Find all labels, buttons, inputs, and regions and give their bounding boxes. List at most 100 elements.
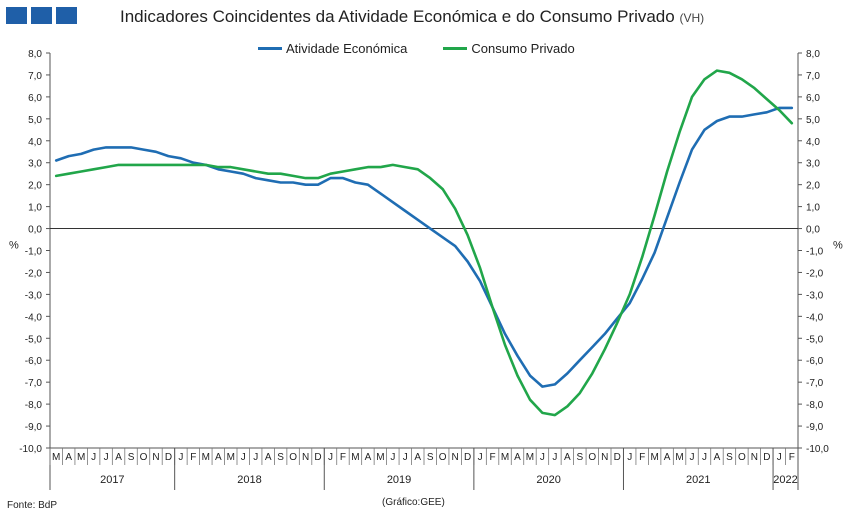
month-tick-label: A [265, 452, 272, 463]
month-tick-label: F [190, 452, 196, 463]
y-tick-label-right: 2,0 [806, 181, 820, 192]
month-tick-label: N [302, 452, 309, 463]
y-tick-label-left: -4,0 [25, 312, 43, 323]
chart-title: Indicadores Coincidentes da Atividade Ec… [120, 7, 704, 27]
month-tick-label: A [215, 452, 222, 463]
month-tick-label: O [289, 452, 297, 463]
year-tick-label: 2019 [387, 474, 411, 486]
y-tick-label-left: 7,0 [28, 71, 42, 82]
y-tick-label-left: 6,0 [28, 93, 42, 104]
month-tick-label: S [576, 452, 583, 463]
y-tick-label-right: -8,0 [806, 400, 824, 411]
month-tick-label: A [514, 452, 521, 463]
y-tick-label-right: -9,0 [806, 422, 824, 433]
y-tick-label-right: -5,0 [806, 334, 824, 345]
month-tick-label: S [427, 452, 434, 463]
month-tick-label: M [227, 452, 235, 463]
month-tick-label: O [738, 452, 746, 463]
y-tick-label-left: 2,0 [28, 181, 42, 192]
chart-title-unit: (VH) [679, 11, 705, 25]
month-tick-label: D [314, 452, 321, 463]
month-tick-label: N [751, 452, 758, 463]
y-tick-label-right: 6,0 [806, 93, 820, 104]
series-line-consumption [54, 69, 794, 417]
month-tick-label: A [714, 452, 721, 463]
y-tick-label-right: 1,0 [806, 203, 820, 214]
legend-label-consumption: Consumo Privado [471, 41, 575, 56]
month-tick-label: N [452, 452, 459, 463]
brand-logo [6, 7, 77, 24]
y-tick-label-left: -6,0 [25, 356, 43, 367]
month-tick-label: D [763, 452, 770, 463]
month-tick-label: A [115, 452, 122, 463]
legend-label-activity: Atividade Económica [286, 41, 408, 56]
y-tick-label-left: 4,0 [28, 137, 42, 148]
month-tick-label: M [675, 452, 683, 463]
month-tick-label: A [664, 452, 671, 463]
logo-block [56, 7, 77, 24]
y-tick-label-left: -1,0 [25, 247, 43, 258]
logo-block [6, 7, 27, 24]
month-tick-label: F [639, 452, 645, 463]
month-tick-label: D [614, 452, 621, 463]
month-tick-label: J [241, 452, 246, 463]
y-tick-label-left: -9,0 [25, 422, 43, 433]
y-tick-label-right: -7,0 [806, 378, 824, 389]
y-tick-label-left: -10,0 [19, 444, 42, 455]
y-tick-label-right: -1,0 [806, 247, 824, 258]
month-tick-label: J [627, 452, 632, 463]
month-tick-label: S [128, 452, 135, 463]
month-tick-label: D [464, 452, 471, 463]
y-tick-label-left: 0,0 [28, 225, 42, 236]
month-tick-label: S [726, 452, 733, 463]
year-tick-label: 2022 [773, 474, 797, 486]
y-tick-label-right: 7,0 [806, 71, 820, 82]
month-tick-label: O [439, 452, 447, 463]
month-tick-label: A [414, 452, 421, 463]
year-tick-label: 2018 [237, 474, 261, 486]
month-tick-label: J [390, 452, 395, 463]
month-tick-label: J [178, 452, 183, 463]
month-tick-label: J [403, 452, 408, 463]
legend-item-activity: Atividade Económica [258, 41, 407, 56]
series-line-activity [54, 106, 794, 388]
year-tick-label: 2021 [686, 474, 710, 486]
y-tick-label-right: -3,0 [806, 290, 824, 301]
month-tick-label: M [650, 452, 658, 463]
y-tick-label-left: 5,0 [28, 115, 42, 126]
year-tick-label: 2020 [536, 474, 560, 486]
month-tick-label: J [104, 452, 109, 463]
month-tick-label: M [351, 452, 359, 463]
month-tick-label: M [501, 452, 509, 463]
y-tick-label-left: -7,0 [25, 378, 43, 389]
y-tick-label-left: -2,0 [25, 268, 43, 279]
month-tick-label: J [690, 452, 695, 463]
y-tick-label-left: -8,0 [25, 400, 43, 411]
month-tick-label: J [540, 452, 545, 463]
month-tick-label: J [328, 452, 333, 463]
legend-swatch-consumption [443, 47, 468, 50]
y-tick-label-right: 3,0 [806, 159, 820, 170]
month-tick-label: A [365, 452, 372, 463]
y-axis-unit-left: % [9, 240, 19, 252]
month-tick-label: J [478, 452, 483, 463]
y-tick-label-right: 5,0 [806, 115, 820, 126]
month-tick-label: N [152, 452, 159, 463]
month-tick-label: M [202, 452, 210, 463]
logo-block [31, 7, 52, 24]
month-tick-label: J [91, 452, 96, 463]
y-tick-label-left: 1,0 [28, 203, 42, 214]
source-note: Fonte: BdP [7, 500, 58, 511]
y-tick-label-right: 4,0 [806, 137, 820, 148]
month-tick-label: J [777, 452, 782, 463]
y-tick-label-right: 8,0 [806, 49, 820, 60]
month-tick-label: O [588, 452, 596, 463]
y-tick-label-right: 0,0 [806, 225, 820, 236]
month-tick-label: M [52, 452, 60, 463]
month-tick-label: M [526, 452, 534, 463]
month-tick-label: F [340, 452, 346, 463]
y-tick-label-left: 3,0 [28, 159, 42, 170]
y-tick-label-right: -6,0 [806, 356, 824, 367]
year-tick-label: 2017 [100, 474, 124, 486]
